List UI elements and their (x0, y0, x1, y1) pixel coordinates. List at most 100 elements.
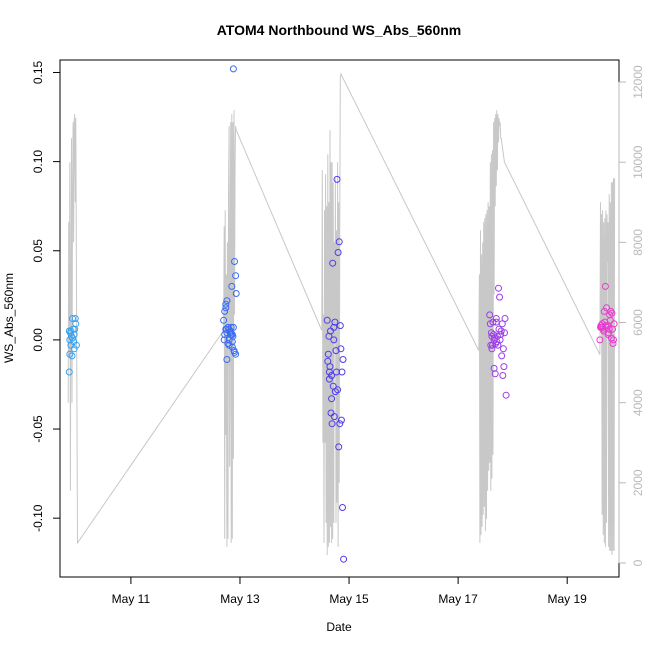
data-point (500, 363, 508, 371)
data-point (336, 420, 344, 428)
data-point (495, 325, 503, 333)
data-point (328, 395, 336, 403)
data-point (68, 352, 76, 360)
data-point (488, 332, 496, 340)
data-point (228, 282, 236, 290)
data-point (498, 320, 506, 328)
data-point (340, 555, 348, 563)
data-point (232, 290, 240, 297)
data-point (492, 340, 500, 347)
data-point (326, 363, 334, 371)
y-tick-label: -0.05 (31, 415, 45, 443)
data-point (331, 318, 339, 326)
data-point (228, 338, 236, 346)
data-point (337, 416, 345, 424)
scatter-points-layer (65, 65, 618, 563)
y2-tick-label: 8000 (631, 229, 645, 256)
y2-tick-label: 6000 (631, 309, 645, 336)
data-point (332, 347, 340, 355)
data-point (609, 325, 616, 333)
data-point (227, 331, 235, 338)
data-point (325, 375, 333, 383)
data-point (497, 327, 505, 335)
data-point (69, 315, 76, 322)
data-point (487, 329, 495, 337)
x-axis: May 11 May 13 May 15 May 17 May 19 (112, 576, 588, 606)
data-point (220, 316, 228, 324)
data-point (339, 504, 346, 511)
data-point (491, 370, 499, 378)
chart-title: ATOM4 Northbound WS_Abs_560nm (217, 22, 462, 38)
data-point (224, 340, 232, 347)
line-series (67, 72, 616, 556)
data-point (65, 327, 73, 335)
data-point (229, 65, 237, 73)
data-point (495, 284, 502, 292)
data-point (334, 386, 342, 394)
y-tick-label: -0.10 (31, 504, 45, 532)
x-tick-label: May 15 (329, 592, 369, 606)
data-point (501, 315, 509, 322)
x-tick-label: May 19 (548, 592, 588, 606)
data-point (330, 323, 338, 331)
data-point (222, 304, 230, 312)
data-point (323, 316, 331, 324)
data-point (330, 336, 338, 344)
data-point (498, 352, 506, 360)
data-point (222, 325, 230, 333)
data-point (608, 309, 616, 317)
data-point (325, 368, 333, 376)
data-point (338, 368, 346, 376)
data-point (231, 258, 238, 265)
y2-tick-label: 4000 (631, 389, 645, 416)
data-point (499, 345, 507, 353)
data-point (220, 336, 228, 344)
x-tick-label: May 13 (220, 592, 260, 606)
y2-tick-label: 2000 (631, 469, 645, 496)
data-point (607, 307, 615, 315)
data-point (606, 311, 614, 319)
y-tick-label: 0.00 (31, 328, 45, 352)
data-point (325, 332, 333, 340)
y-axis-title: WS_Abs_560nm (2, 273, 16, 363)
y-axis-right: 0 2000 4000 6000 8000 10000 12000 (618, 65, 645, 566)
data-point (71, 315, 79, 322)
data-point (223, 356, 231, 363)
data-point (490, 331, 498, 338)
data-point (339, 356, 347, 363)
line-series-layer (67, 72, 616, 556)
data-point (502, 391, 510, 399)
data-point (223, 297, 231, 305)
data-point (337, 345, 345, 353)
data-point (496, 293, 504, 301)
data-point (607, 334, 615, 342)
data-point (67, 341, 75, 349)
data-point (324, 350, 332, 358)
data-point (72, 320, 80, 328)
data-point (601, 282, 609, 290)
data-point (329, 259, 337, 267)
plot-layer (65, 65, 618, 563)
data-point (334, 249, 342, 256)
y-tick-label: 0.10 (31, 150, 45, 174)
data-point (492, 315, 500, 322)
data-point (66, 350, 74, 358)
data-point (328, 420, 336, 428)
data-point (335, 238, 343, 246)
data-point (330, 413, 338, 421)
data-point (232, 350, 240, 358)
y2-tick-label: 12000 (631, 65, 645, 99)
data-point (331, 388, 339, 396)
data-point (336, 322, 344, 330)
data-point (610, 336, 617, 344)
data-point (333, 175, 341, 183)
y2-tick-label: 10000 (631, 145, 645, 179)
data-point (501, 329, 508, 337)
data-point (492, 318, 500, 326)
data-point (65, 368, 73, 376)
data-point (486, 311, 494, 319)
data-point (69, 334, 76, 342)
data-point (328, 372, 336, 379)
data-point (605, 325, 613, 333)
